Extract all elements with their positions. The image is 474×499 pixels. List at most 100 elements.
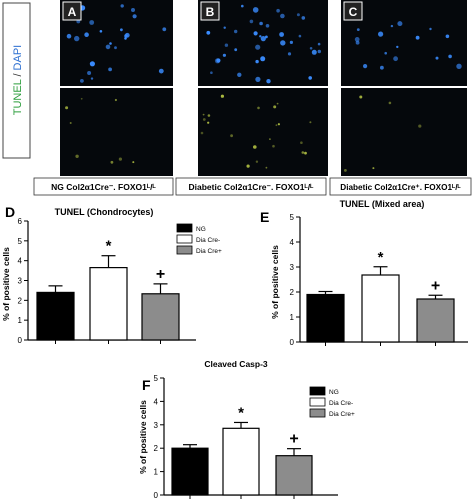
- bar-dia-cre-: [222, 427, 260, 496]
- caption-b: Diabetic Col2α1Cre⁻. FOXO1ᴸ/ᴸ: [189, 182, 315, 192]
- nucleus: [356, 28, 360, 31]
- nucleus: [216, 58, 221, 63]
- nucleus: [222, 53, 226, 57]
- tunel-positive-cell: [207, 114, 211, 117]
- nucleus: [363, 64, 368, 69]
- legend-label: NG: [329, 389, 339, 396]
- y-tick-label: 1: [290, 313, 295, 322]
- tunel-positive-cell: [372, 167, 375, 170]
- nucleus: [237, 72, 242, 78]
- tunel-positive-cell: [300, 141, 303, 144]
- caption-box-b: [175, 177, 327, 196]
- nucleus: [429, 27, 432, 31]
- y-axis-label: % of positive cells: [1, 247, 11, 321]
- bar-dia-cre+: [416, 298, 455, 343]
- micrograph-panel-c: C: [341, 0, 467, 176]
- tunel-image: [341, 88, 467, 176]
- tunel-image: [198, 88, 328, 176]
- nucleus: [131, 8, 135, 12]
- tunel-positive-cell: [309, 121, 312, 124]
- nucleus: [397, 21, 403, 27]
- stain-label: TUNEL / DAPI: [12, 45, 24, 116]
- chart-e: E TUNEL (Mixed area) % of positive cells 0 1…: [260, 199, 468, 347]
- nucleus: [234, 29, 238, 34]
- bar-ng: [306, 293, 345, 343]
- nucleus: [158, 68, 164, 74]
- nucleus: [89, 20, 95, 25]
- nucleus: [354, 37, 360, 42]
- significance-mark: +: [156, 266, 165, 283]
- bar-dia-cre+: [141, 293, 180, 341]
- tunel-positive-cell: [118, 157, 122, 161]
- significance-mark: +: [289, 431, 298, 448]
- legend-label: Dia Cre-: [196, 237, 220, 244]
- tunel-positive-cell: [75, 154, 79, 158]
- panel-letter-box: [343, 1, 363, 21]
- legend-swatch: [309, 408, 326, 418]
- nucleus: [259, 21, 263, 26]
- nucleus: [89, 61, 95, 67]
- y-tick-label: 5: [154, 374, 159, 383]
- nucleus: [124, 32, 130, 38]
- nucleus: [249, 19, 254, 24]
- nucleus: [289, 40, 293, 45]
- nucleus: [301, 16, 306, 20]
- tunel-positive-cell: [69, 122, 72, 124]
- stain-label-slash: /: [12, 70, 24, 79]
- micrograph-row: A B C: [60, 0, 467, 176]
- y-tick-label: 0: [154, 491, 159, 499]
- nucleus: [393, 56, 398, 62]
- nucleus: [448, 54, 452, 59]
- stain-label-box: [2, 2, 31, 159]
- nucleus: [90, 77, 94, 80]
- legend-swatch: [176, 245, 193, 255]
- bar-ng: [36, 291, 75, 341]
- bar-ng: [171, 447, 209, 496]
- tunel-positive-cell: [265, 166, 268, 169]
- y-tick-label: 0: [18, 336, 23, 345]
- stain-label-tunel: TUNEL: [12, 79, 24, 115]
- nucleus: [384, 51, 388, 55]
- nucleus: [309, 47, 313, 50]
- y-tick-label: 2: [154, 444, 159, 453]
- nucleus: [287, 52, 292, 56]
- bar-dia-cre-: [89, 267, 128, 341]
- nucleus: [260, 56, 266, 62]
- tunel-positive-cell: [114, 98, 117, 102]
- nucleus: [80, 79, 84, 83]
- nucleus: [435, 56, 439, 60]
- nucleus: [456, 63, 462, 69]
- nucleus: [415, 35, 420, 40]
- nucleus: [279, 32, 284, 37]
- nucleus: [260, 36, 266, 42]
- tunel-positive-cell: [253, 145, 257, 149]
- tunel-positive-cell: [275, 124, 278, 127]
- nucleus: [223, 26, 226, 29]
- legend-swatch: [176, 234, 193, 244]
- tunel-positive-cell: [388, 101, 392, 105]
- nucleus: [120, 28, 123, 32]
- nucleus: [224, 43, 229, 47]
- tunel-positive-cell: [65, 106, 69, 110]
- tunel-positive-cell: [418, 124, 422, 128]
- tunel-positive-cell: [344, 169, 347, 172]
- legend-swatch: [176, 223, 193, 233]
- micrograph-panel-b: B: [198, 0, 328, 176]
- legend-label: Dia Cre-: [329, 400, 353, 407]
- legend-swatch: [309, 386, 326, 396]
- tunel-positive-cell: [301, 151, 305, 154]
- y-tick-label: 3: [154, 421, 159, 430]
- tunel-positive-cell: [277, 123, 280, 126]
- nucleus: [206, 30, 211, 35]
- significance-mark: *: [106, 238, 112, 255]
- nucleus: [255, 44, 261, 50]
- bar-dia-cre-: [361, 274, 400, 343]
- significance-mark: +: [431, 277, 440, 294]
- tunel-positive-cell: [200, 131, 204, 135]
- panel-letter: D: [5, 204, 15, 220]
- caption-c: Diabetic Col2α1Cre⁺. FOXO1ᴸ/ᴸ: [340, 183, 461, 192]
- nucleus: [280, 13, 285, 19]
- nucleus: [253, 31, 258, 36]
- tunel-positive-cell: [269, 138, 271, 141]
- tunel-positive-cell: [80, 97, 83, 100]
